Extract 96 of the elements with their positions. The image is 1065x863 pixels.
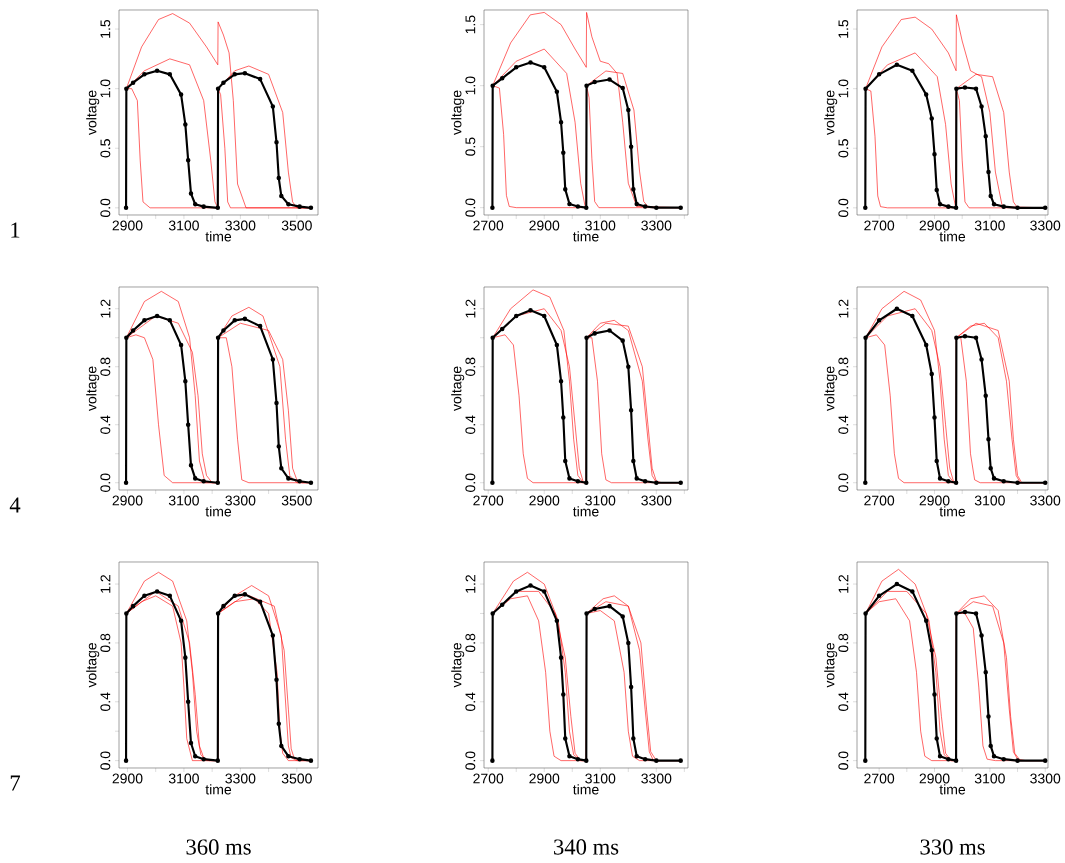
x-axis-title: time: [939, 784, 966, 795]
y-tick-label: 0.8: [838, 357, 849, 376]
y-tick-label: 1.2: [838, 299, 849, 318]
x-tick-label: 3100: [974, 220, 1005, 231]
x-tick-label: 3500: [281, 220, 312, 231]
x-tick-label: 3100: [168, 220, 199, 231]
x-tick-label: 2900: [112, 773, 143, 784]
y-tick-label: 0.0: [465, 473, 476, 492]
x-tick-label: 2700: [473, 773, 504, 784]
text: 360 ms: [186, 839, 251, 855]
x-tick-label: 3100: [168, 773, 199, 784]
y-tick-label: 1.0: [465, 76, 476, 95]
x-tick-label: 3100: [585, 773, 616, 784]
text: 1: [11, 222, 20, 238]
y-tick-label: 0.4: [838, 415, 849, 434]
y-tick-label: 1.5: [465, 15, 476, 34]
text: 4: [9, 497, 21, 513]
y-tick-label: 1.5: [838, 19, 849, 38]
x-tick-label: 3100: [168, 495, 199, 506]
y-tick-label: 0.5: [465, 137, 476, 156]
y-tick-label: 0.0: [838, 473, 849, 492]
y-axis-title: voltage: [451, 643, 465, 688]
x-tick-label: 2900: [919, 773, 950, 784]
y-axis-title: voltage: [451, 90, 465, 136]
x-axis-title: time: [572, 231, 599, 242]
y-tick-label: 0.8: [465, 633, 476, 653]
x-tick-label: 3300: [641, 773, 672, 784]
y-tick-label: 0.8: [465, 357, 476, 376]
y-tick-label: 1.2: [465, 575, 476, 593]
x-tick-label: 2900: [112, 495, 143, 506]
y-tick-label: 0.8: [838, 633, 849, 653]
x-tick-label: 2700: [864, 220, 895, 231]
y-tick-label: 0.4: [465, 692, 476, 711]
x-tick-label: 2700: [864, 773, 895, 784]
x-axis-title: time: [572, 784, 599, 795]
x-tick-label: 2900: [529, 220, 560, 231]
x-tick-label: 3500: [281, 773, 312, 784]
x-tick-label: 3100: [585, 220, 616, 231]
x-tick-label: 2900: [529, 495, 560, 506]
x-tick-label: 2700: [473, 220, 504, 231]
x-tick-label: 3500: [281, 495, 312, 506]
y-tick-label: 0.0: [465, 198, 476, 217]
x-tick-label: 2900: [112, 220, 143, 231]
y-tick-label: 0.8: [100, 633, 111, 653]
y-tick-label: 0.5: [100, 139, 111, 158]
x-tick-label: 3300: [1030, 220, 1061, 231]
text: 340 ms: [554, 839, 619, 855]
y-tick-label: 1.0: [100, 79, 111, 98]
x-axis-title: time: [205, 231, 232, 242]
y-axis-title: voltage: [86, 366, 100, 412]
y-tick-label: 0.0: [465, 751, 476, 770]
y-axis-title: voltage: [824, 366, 838, 412]
y-tick-label: 1.5: [100, 19, 111, 38]
x-tick-label: 2900: [529, 773, 560, 784]
y-axis-title: voltage: [86, 90, 100, 136]
y-tick-label: 0.0: [100, 198, 111, 218]
x-tick-label: 3300: [1030, 773, 1061, 784]
y-tick-label: 0.0: [838, 751, 849, 770]
y-tick-label: 1.2: [465, 299, 476, 318]
x-axis-title: time: [939, 506, 966, 517]
x-tick-label: 3100: [974, 495, 1005, 506]
y-tick-label: 0.8: [100, 357, 111, 376]
x-tick-label: 3300: [641, 495, 672, 506]
y-tick-label: 1.2: [100, 299, 111, 318]
y-tick-label: 0.0: [100, 751, 111, 770]
x-tick-label: 3300: [1030, 495, 1061, 506]
text: 330 ms: [920, 839, 985, 855]
y-tick-label: 0.5: [838, 139, 849, 158]
x-axis-title: time: [205, 506, 232, 517]
x-tick-label: 3300: [225, 773, 256, 784]
y-tick-label: 0.0: [100, 473, 111, 492]
x-tick-label: 2700: [473, 495, 504, 506]
x-tick-label: 3300: [641, 220, 672, 231]
x-axis-title: time: [205, 784, 232, 795]
x-tick-label: 2700: [864, 495, 895, 506]
y-tick-label: 0.4: [100, 415, 111, 434]
y-tick-label: 1.2: [100, 575, 111, 593]
y-axis-title: voltage: [86, 643, 100, 688]
x-tick-label: 2900: [919, 495, 950, 506]
x-tick-label: 2900: [919, 220, 950, 231]
y-tick-label: 1.2: [838, 575, 849, 593]
x-tick-label: 3300: [225, 220, 256, 231]
y-axis-title: voltage: [824, 643, 838, 688]
x-axis-title: time: [572, 506, 599, 517]
y-tick-label: 0.4: [838, 692, 849, 711]
x-axis-title: time: [939, 231, 966, 242]
y-tick-label: 1.0: [838, 79, 849, 98]
y-axis-title: voltage: [451, 366, 465, 412]
x-tick-label: 3300: [225, 495, 256, 506]
x-tick-label: 3100: [585, 495, 616, 506]
y-tick-label: 0.0: [838, 198, 849, 218]
x-tick-label: 3100: [974, 773, 1005, 784]
y-tick-label: 0.4: [100, 692, 111, 711]
y-tick-label: 0.4: [465, 415, 476, 434]
text: 7: [10, 775, 21, 791]
y-axis-title: voltage: [824, 90, 838, 136]
